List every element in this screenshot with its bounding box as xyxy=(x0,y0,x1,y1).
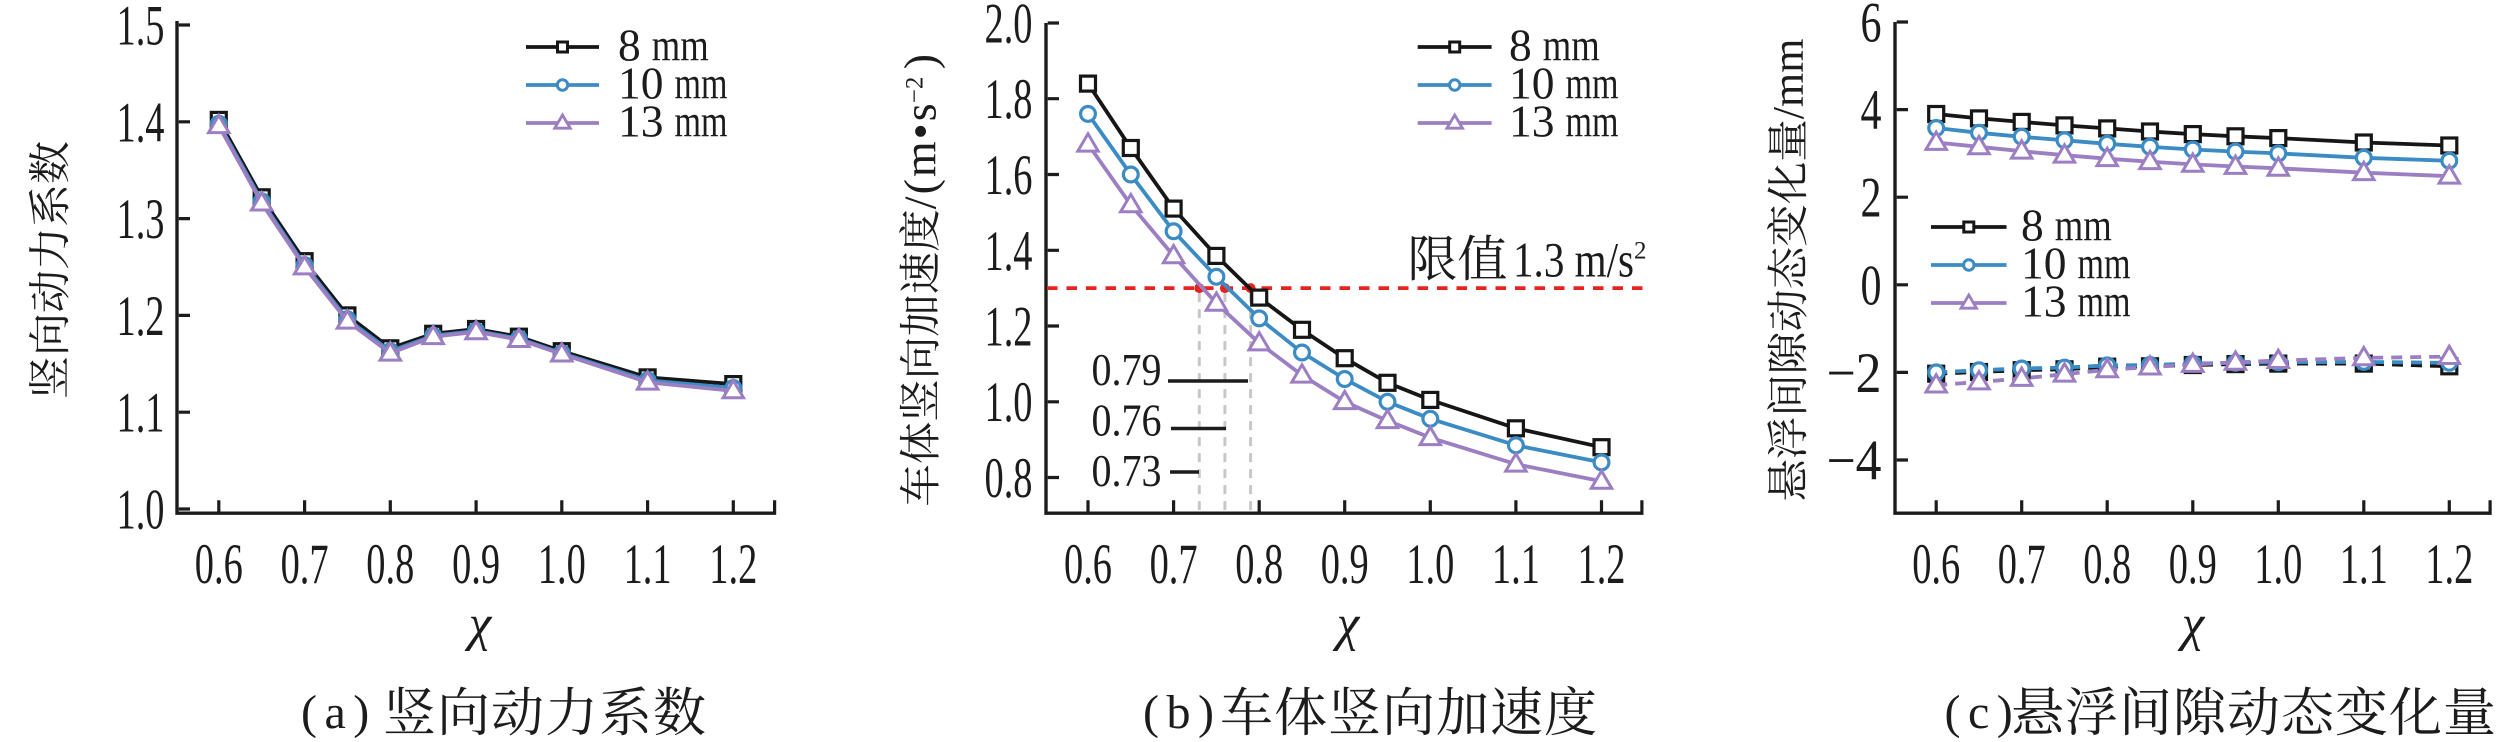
svg-text:1.4: 1.4 xyxy=(117,91,165,154)
svg-text:4: 4 xyxy=(1861,79,1882,142)
svg-text:2: 2 xyxy=(1634,238,1647,265)
svg-text:0.79: 0.79 xyxy=(1092,344,1162,395)
svg-text:(c): (c) xyxy=(1945,686,2021,739)
svg-text:mm: mm xyxy=(1566,96,1619,147)
svg-text:mm: mm xyxy=(2055,200,2112,251)
svg-text:χ: χ xyxy=(464,596,493,652)
svg-text:1.0: 1.0 xyxy=(1406,533,1454,596)
svg-text:/mm: /mm xyxy=(1764,39,1813,120)
svg-text:mm: mm xyxy=(675,58,728,109)
svg-text:1.2: 1.2 xyxy=(985,296,1033,359)
svg-text:1.2: 1.2 xyxy=(2425,533,2473,596)
svg-text:(b): (b) xyxy=(1143,686,1221,739)
svg-text:13: 13 xyxy=(2021,276,2067,327)
svg-text:13: 13 xyxy=(1509,96,1555,147)
svg-text:1.4: 1.4 xyxy=(985,220,1033,283)
svg-text:2: 2 xyxy=(1861,167,1882,230)
svg-text:0.9: 0.9 xyxy=(1321,533,1369,596)
svg-text:8: 8 xyxy=(2021,200,2044,251)
svg-text:1.2: 1.2 xyxy=(709,533,757,596)
svg-text:0.8: 0.8 xyxy=(366,533,414,596)
svg-text:1.6: 1.6 xyxy=(985,144,1033,207)
svg-text:1.8: 1.8 xyxy=(985,68,1033,131)
svg-text:0.6: 0.6 xyxy=(195,533,243,596)
svg-text:1.3: 1.3 xyxy=(117,188,165,251)
svg-text:0.8: 0.8 xyxy=(1235,533,1283,596)
svg-text:mm: mm xyxy=(1566,58,1619,109)
svg-text:8: 8 xyxy=(618,20,641,71)
svg-text:1.1: 1.1 xyxy=(2340,533,2388,596)
svg-text:10: 10 xyxy=(618,58,664,109)
svg-text:0.9: 0.9 xyxy=(2169,533,2217,596)
svg-text:1.1: 1.1 xyxy=(1492,533,1540,596)
svg-text:mm: mm xyxy=(2078,276,2131,327)
svg-text:1.2: 1.2 xyxy=(1578,533,1626,596)
svg-text:0.7: 0.7 xyxy=(1150,533,1198,596)
svg-text:1.0: 1.0 xyxy=(117,479,165,542)
svg-text:): ) xyxy=(894,54,945,69)
svg-text:1.0: 1.0 xyxy=(2254,533,2302,596)
svg-text:0.8: 0.8 xyxy=(985,447,1033,510)
svg-text:0.7: 0.7 xyxy=(281,533,329,596)
svg-text:1.5: 1.5 xyxy=(117,0,165,58)
svg-text:1.3 m/s: 1.3 m/s xyxy=(1513,232,1634,288)
svg-text:0.6: 0.6 xyxy=(1064,533,1112,596)
svg-text:8: 8 xyxy=(1509,20,1532,71)
svg-text:χ: χ xyxy=(1332,596,1361,652)
svg-text:−4: −4 xyxy=(1827,430,1882,493)
svg-text:mm: mm xyxy=(2078,238,2131,289)
svg-text:1.1: 1.1 xyxy=(117,382,165,445)
svg-text:−2: −2 xyxy=(1827,342,1882,405)
svg-text:0.6: 0.6 xyxy=(1912,533,1960,596)
svg-text:0.9: 0.9 xyxy=(452,533,500,596)
svg-text:1.0: 1.0 xyxy=(538,533,586,596)
svg-text:mm: mm xyxy=(652,20,709,71)
svg-text:13: 13 xyxy=(618,96,664,147)
svg-text:mm: mm xyxy=(675,96,728,147)
svg-text:mm: mm xyxy=(1543,20,1600,71)
svg-text:1.0: 1.0 xyxy=(985,371,1033,434)
svg-text:−2: −2 xyxy=(901,77,928,104)
svg-text:1.1: 1.1 xyxy=(624,533,672,596)
svg-text:(a): (a) xyxy=(301,686,377,739)
svg-text:6: 6 xyxy=(1861,0,1882,55)
svg-text:10: 10 xyxy=(2021,238,2067,289)
svg-text:0.7: 0.7 xyxy=(1998,533,2046,596)
svg-text:0.76: 0.76 xyxy=(1092,395,1162,446)
svg-text:1.2: 1.2 xyxy=(117,285,165,348)
svg-text:0.8: 0.8 xyxy=(2083,533,2131,596)
svg-text:0: 0 xyxy=(1861,254,1882,317)
svg-text:10: 10 xyxy=(1509,58,1555,109)
svg-text:/(m•s: /(m•s xyxy=(894,101,945,209)
svg-text:χ: χ xyxy=(2177,596,2206,652)
svg-text:2.0: 2.0 xyxy=(985,0,1033,56)
svg-text:0.73: 0.73 xyxy=(1092,445,1162,496)
